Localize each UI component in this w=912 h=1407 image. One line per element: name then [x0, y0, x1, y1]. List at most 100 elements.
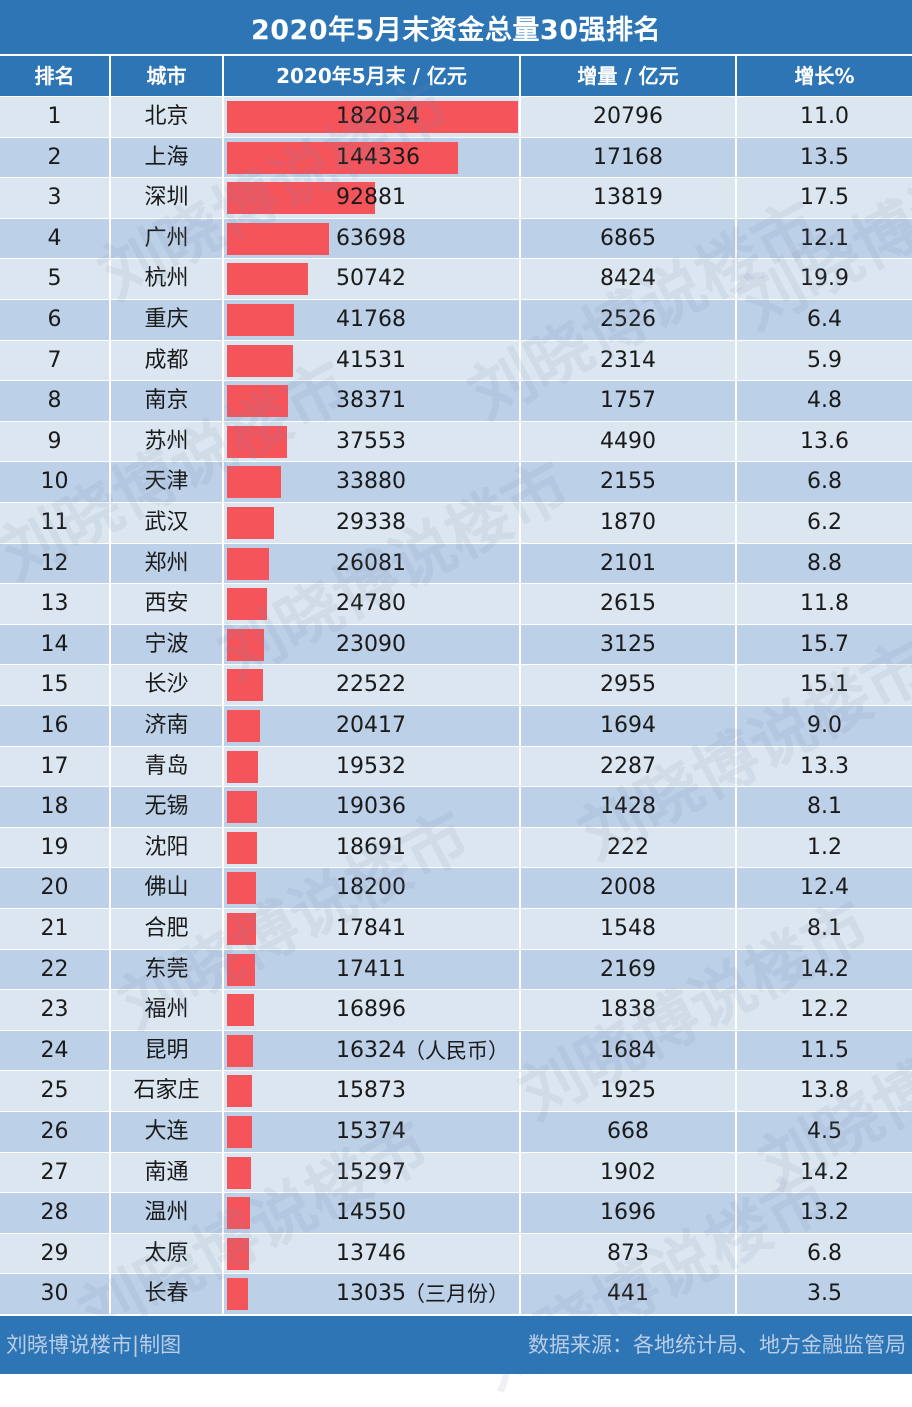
total-bar	[227, 588, 267, 621]
total-value: 17841	[336, 916, 406, 941]
growth-cell: 17.5	[800, 185, 849, 211]
total-cell	[224, 624, 521, 665]
table-row: 2 上海 144336 17168 13.5	[0, 137, 912, 179]
growth-cell: 1.2	[807, 834, 842, 860]
total-value: 14550	[336, 1200, 406, 1226]
total-bar	[227, 1197, 251, 1230]
total-bar	[227, 182, 376, 215]
rank-cell: 18	[0, 787, 111, 828]
total-value: 18691	[336, 834, 406, 860]
total-bar	[227, 994, 254, 1027]
growth-cell: 19.9	[800, 266, 849, 292]
table-row: 17 青岛 19532 2287 13.3	[0, 746, 912, 788]
city-cell: 长春	[111, 1274, 224, 1315]
total-bar	[227, 385, 289, 418]
city-cell: 宁波	[111, 624, 224, 665]
table-row: 29 太原 13746 873 6.8	[0, 1233, 912, 1275]
rank-cell: 15	[0, 665, 111, 706]
increase-cell: 1838	[521, 990, 737, 1031]
increase-cell: 2314	[521, 340, 737, 381]
increase-cell: 2008	[521, 868, 737, 909]
total-cell	[224, 543, 521, 584]
increase-cell: 2526	[521, 300, 737, 340]
header-growth: 增长%	[794, 64, 855, 88]
total-value: 18200	[336, 875, 406, 901]
total-cell	[224, 746, 521, 787]
table-row: 23 福州 16896 1838 12.2	[0, 990, 912, 1031]
increase-cell: 1548	[521, 909, 737, 949]
table-row: 10 天津 33880 2155 6.8	[0, 462, 912, 503]
table-row: 28 温州 14550 1696 13.2	[0, 1193, 912, 1234]
table-row: 9 苏州 37553 4490 13.6	[0, 421, 912, 463]
increase-cell: 3125	[521, 624, 737, 665]
total-cell	[224, 137, 521, 178]
growth-cell: 12.4	[800, 875, 849, 901]
total-value: 19532	[336, 753, 406, 779]
total-bar	[227, 222, 329, 255]
growth-cell: 13.5	[800, 144, 849, 170]
city-cell: 佛山	[111, 868, 224, 909]
total-cell	[224, 340, 521, 381]
table-row: 12 郑州 26081 2101 8.8	[0, 543, 912, 585]
total-bar	[227, 1116, 252, 1148]
rank-cell: 21	[0, 909, 111, 949]
growth-cell: 11.8	[800, 591, 849, 617]
footer-credit: 刘晓博说楼市|制图	[6, 1333, 182, 1357]
total-value: 20417	[336, 713, 406, 738]
increase-cell: 1428	[521, 787, 737, 828]
total-bar	[227, 1075, 253, 1108]
growth-cell: 13.2	[800, 1200, 849, 1226]
chart-title: 2020年5月末资金总量30强排名	[250, 14, 661, 46]
total-bar	[227, 1278, 248, 1311]
city-cell: 东莞	[111, 949, 224, 990]
growth-cell: 11.5	[800, 1037, 849, 1063]
rank-cell: 25	[0, 1071, 111, 1112]
total-cell	[224, 1152, 521, 1193]
total-value: 37553	[336, 428, 406, 454]
table-row: 5 杭州 50742 8424 19.9	[0, 259, 912, 300]
table-row: 27 南通 15297 1902 14.2	[0, 1152, 912, 1194]
city-cell: 无锡	[111, 787, 224, 828]
total-value: 41531	[336, 347, 406, 373]
increase-cell: 441	[521, 1274, 737, 1315]
increase-cell: 13819	[521, 178, 737, 219]
total-bar	[227, 913, 256, 945]
increase-cell: 1870	[521, 503, 737, 543]
rank-cell: 30	[0, 1274, 111, 1315]
growth-cell: 8.8	[807, 550, 842, 576]
header-rank: 排名	[0, 56, 111, 96]
growth-cell: 6.8	[807, 469, 842, 495]
city-cell: 济南	[111, 706, 224, 746]
rank-cell: 23	[0, 990, 111, 1031]
table-row: 19 沈阳 18691 222 1.2	[0, 827, 912, 869]
total-cell	[224, 868, 521, 909]
rank-cell: 4	[0, 218, 111, 259]
growth-cell: 13.3	[800, 753, 849, 779]
table-row: 16 济南 20417 1694 9.0	[0, 706, 912, 747]
total-cell	[224, 1233, 521, 1274]
growth-cell: 13.8	[800, 1078, 849, 1104]
total-bar	[227, 425, 288, 458]
city-cell: 南通	[111, 1152, 224, 1193]
growth-cell: 8.1	[807, 916, 842, 941]
increase-cell: 1684	[521, 1030, 737, 1071]
increase-cell: 2169	[521, 949, 737, 990]
growth-cell: 8.1	[807, 794, 842, 820]
city-cell: 上海	[111, 137, 224, 178]
rank-cell: 7	[0, 340, 111, 381]
total-value: 15297	[336, 1159, 406, 1185]
table-row: 13 西安 24780 2615 11.8	[0, 584, 912, 625]
total-cell	[224, 97, 521, 137]
city-cell: 青岛	[111, 746, 224, 787]
table-row: 24 昆明 16324 （人民币） 1684 11.5	[0, 1030, 912, 1072]
table-body: 1 北京 182034 20796 11.0 2 上海 144336 17168 13.5 3 深圳 9…	[0, 97, 912, 1315]
total-value: 38371	[336, 388, 406, 414]
table-row: 18 无锡 19036 1428 8.1	[0, 787, 912, 828]
increase-cell: 222	[521, 827, 737, 868]
growth-cell: 13.6	[800, 428, 849, 454]
rank-cell: 13	[0, 584, 111, 625]
total-value: 13035	[336, 1281, 406, 1307]
total-cell	[224, 990, 521, 1031]
footer: 刘晓博说楼市|制图 数据来源：各地统计局、地方金融监管局	[0, 1316, 912, 1374]
growth-cell: 5.9	[807, 347, 842, 373]
